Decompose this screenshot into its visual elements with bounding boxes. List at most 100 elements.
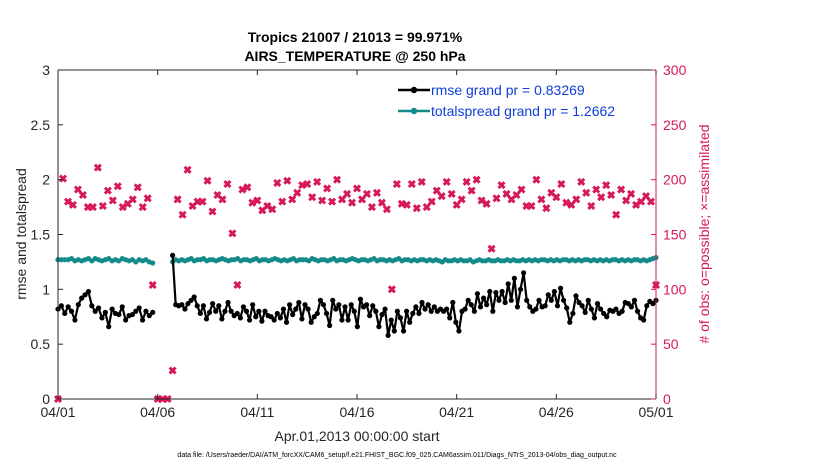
x-tick-label: 04/21 bbox=[439, 404, 474, 420]
rmse-point bbox=[82, 292, 88, 298]
rmse-point bbox=[250, 302, 256, 308]
rmse-point bbox=[631, 297, 638, 303]
legend: rmse grand pr = 0.83269 totalspread gran… bbox=[398, 82, 615, 119]
rmse-point bbox=[570, 310, 576, 317]
obs-count-marker bbox=[342, 189, 352, 198]
obs-count-marker bbox=[208, 207, 217, 216]
rmse-point bbox=[462, 306, 468, 312]
rmse-point bbox=[564, 305, 570, 311]
obs-count-marker bbox=[527, 201, 536, 211]
rmse-point bbox=[106, 324, 112, 330]
rmse-point bbox=[210, 300, 216, 307]
rmse-point bbox=[465, 297, 471, 303]
obs-count-marker bbox=[203, 176, 212, 185]
rmse-point bbox=[348, 302, 354, 308]
rmse-point bbox=[305, 306, 311, 312]
rmse-point bbox=[95, 305, 102, 311]
y-tick-label: 2.5 bbox=[31, 117, 51, 133]
legend-rmse-label: rmse grand pr = 0.83269 bbox=[431, 82, 585, 98]
obs-count-marker bbox=[627, 189, 636, 198]
rmse-point bbox=[102, 309, 108, 315]
obs-count-marker bbox=[233, 280, 242, 289]
rmse-point bbox=[542, 303, 548, 309]
rmse-point bbox=[237, 315, 243, 321]
obs-count-marker bbox=[492, 194, 501, 203]
rmse-point bbox=[431, 304, 437, 310]
rmse-point bbox=[277, 315, 283, 321]
obs-count-marker bbox=[367, 203, 376, 212]
obs-count-marker bbox=[352, 184, 362, 193]
rmse-point bbox=[188, 297, 194, 303]
rmse-point bbox=[582, 309, 588, 315]
rmse-point bbox=[551, 288, 558, 295]
y-tick-label: 1 bbox=[42, 281, 50, 297]
rmse-point bbox=[299, 316, 305, 322]
rmse-point bbox=[585, 297, 591, 303]
obs-count-marker bbox=[148, 280, 157, 289]
y-axis-right-label: # of obs: o=possible; ×=assimilated bbox=[696, 124, 712, 343]
obs-count-marker bbox=[377, 198, 386, 207]
y-right-tick-label: 0 bbox=[663, 391, 671, 407]
obs-count-marker bbox=[622, 196, 631, 205]
rmse-point bbox=[327, 322, 333, 329]
rmse-point bbox=[203, 316, 210, 322]
rmse-point bbox=[320, 302, 327, 308]
rmse-point bbox=[527, 304, 533, 310]
y-tick-label: 3 bbox=[42, 62, 50, 78]
rmse-point bbox=[450, 299, 456, 306]
y-right-tick-label: 100 bbox=[663, 281, 687, 297]
series-layer bbox=[53, 163, 661, 404]
rmse-point bbox=[422, 306, 428, 312]
rmse-point bbox=[185, 300, 191, 307]
rmse-point bbox=[554, 303, 561, 309]
obs-count-marker bbox=[417, 177, 426, 186]
rmse-point bbox=[65, 304, 71, 310]
obs-count-marker bbox=[582, 188, 591, 197]
rmse-point bbox=[641, 317, 647, 323]
rmse-point bbox=[146, 313, 152, 319]
obs-count-marker bbox=[323, 184, 332, 193]
rmse-point bbox=[591, 315, 598, 321]
obs-count-marker bbox=[168, 366, 177, 375]
obs-count-marker bbox=[88, 203, 97, 212]
chart-subtitle: AIRS_TEMPERATURE @ 250 hPa bbox=[244, 48, 465, 64]
obs-count-marker bbox=[646, 197, 656, 206]
obs-count-marker bbox=[318, 196, 327, 205]
rmse-point bbox=[129, 311, 135, 318]
obs-count-marker bbox=[462, 177, 471, 186]
obs-count-marker bbox=[642, 192, 651, 201]
obs-count-marker bbox=[333, 175, 342, 184]
legend-spread-marker bbox=[410, 107, 418, 115]
obs-count-marker bbox=[108, 196, 117, 205]
rmse-point bbox=[256, 308, 262, 314]
rmse-point bbox=[363, 302, 370, 308]
rmse-point bbox=[317, 297, 323, 303]
obs-count-marker bbox=[243, 183, 252, 192]
rmse-point bbox=[293, 306, 299, 312]
rmse-point bbox=[536, 297, 542, 303]
rmse-point bbox=[222, 308, 228, 314]
rmse-point bbox=[75, 302, 81, 308]
rmse-point bbox=[573, 293, 579, 299]
rmse-point bbox=[604, 314, 610, 320]
rmse-point bbox=[413, 304, 419, 310]
rmse-point bbox=[385, 332, 391, 338]
rmse-point bbox=[290, 311, 296, 318]
rmse-point bbox=[511, 275, 517, 281]
rmse-point bbox=[487, 288, 493, 295]
rmse-point bbox=[502, 299, 508, 306]
rmse-point bbox=[119, 304, 125, 310]
rmse-point bbox=[99, 315, 105, 321]
obs-count-marker bbox=[133, 183, 142, 192]
rmse-point bbox=[484, 302, 490, 308]
rmse-point bbox=[219, 316, 225, 322]
spread-point bbox=[150, 260, 156, 266]
obs-count-marker bbox=[557, 180, 566, 189]
rmse-point bbox=[588, 306, 594, 312]
obs-count-marker bbox=[103, 186, 112, 195]
obs-count-marker bbox=[288, 195, 297, 204]
rmse-point bbox=[579, 303, 585, 309]
rmse-point bbox=[206, 309, 213, 315]
rmse-point bbox=[517, 286, 524, 292]
obs-count-marker bbox=[273, 178, 282, 187]
